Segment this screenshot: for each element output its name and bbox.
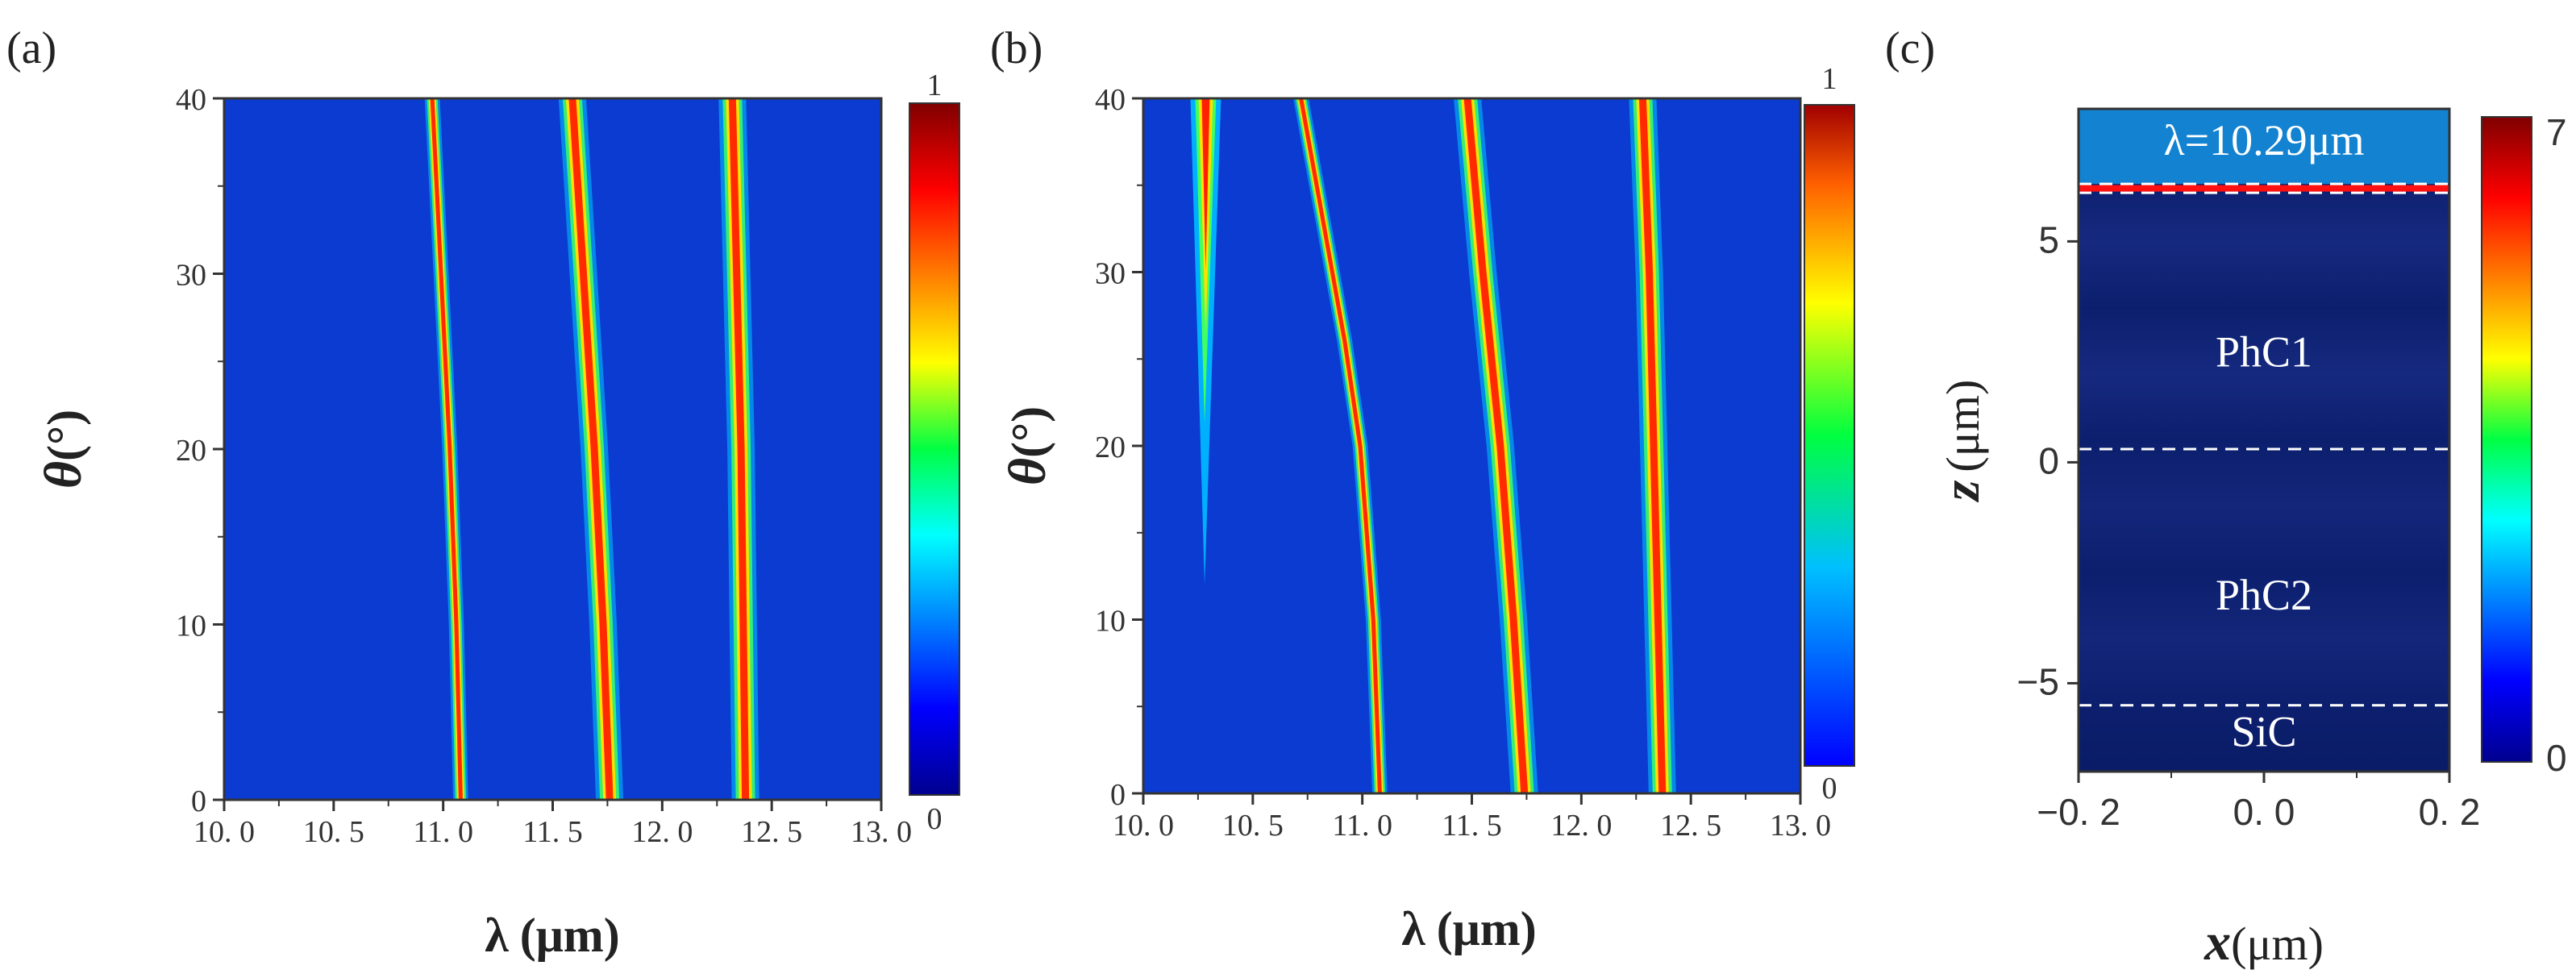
y-tick-label: 40 [176, 83, 206, 117]
panel-a-y-ticks: 0 10 20 30 40 [176, 83, 224, 818]
panel-a-colorbar-min: 0 [927, 802, 943, 836]
resonance-mode-3-layer-3 [1638, 98, 1667, 793]
x-tick-label: 11. 0 [1332, 809, 1392, 843]
panel-b-label: (b) [990, 23, 1042, 73]
panel-b-y-title-symbol: θ [998, 458, 1057, 485]
panel-a-colorbar [909, 102, 960, 796]
y-tick-label: 10 [176, 610, 206, 643]
x-tick-label: 0. 0 [2233, 791, 2295, 833]
panel-b-curves [1190, 98, 1676, 793]
panel-b-colorbar-min: 0 [1822, 772, 1837, 805]
panel-c-wavelength-label: λ=10.29μm [2163, 116, 2364, 164]
panel-c-region-labels: PhC1 PhC2 SiC [2216, 327, 2312, 755]
panel-a: (a) 10. 0 10. 5 11. 0 11. 5 12. 0 12. 5 13. 0 … [6, 23, 960, 962]
x-tick-label: 12. 0 [631, 815, 693, 849]
panel-a-colorbar-max: 1 [927, 69, 943, 102]
panel-c-x-title-symbol: x [2204, 913, 2231, 972]
panel-c-field-map [2079, 109, 2449, 772]
y-tick-label: 40 [1095, 83, 1126, 117]
resonance-mode-2-layer-3 [1463, 98, 1529, 793]
resonance-mode-1-layer-3 [430, 98, 463, 800]
panel-c-x-title: x(μm) [2204, 913, 2324, 972]
panel-a-x-title: λ (μm) [485, 909, 619, 962]
region-label-phc1: PhC1 [2216, 327, 2312, 376]
panel-a-x-ticks: 10. 0 10. 5 11. 0 11. 5 12. 0 12. 5 13. 0 [194, 800, 912, 849]
panel-b-x-title-unit: (μm) [1437, 902, 1537, 955]
panel-c-top-layer [2079, 109, 2449, 185]
wedge-core [1201, 98, 1210, 271]
y-tick-label: 0 [2038, 439, 2059, 481]
panel-a-y-title: θ(°) [34, 410, 93, 489]
panel-c-colorbar-max: 7 [2546, 111, 2567, 153]
x-tick-label: 12. 0 [1550, 809, 1612, 843]
x-tick-label: 0. 2 [2419, 791, 2481, 833]
panel-b: (b) 10. 0 10. 5 11. 0 11. 5 12. 0 12. 5 13. 0 … [990, 23, 1855, 955]
region-label-phc2: PhC2 [2216, 571, 2312, 619]
panel-c-y-title-symbol: z [1932, 480, 1991, 502]
y-tick-label: 10 [1095, 605, 1126, 639]
y-tick-label: 20 [176, 434, 206, 468]
panel-a-x-title-unit: (μm) [520, 909, 620, 962]
y-tick-label: 0 [191, 784, 206, 818]
y-tick-label: 5 [2038, 218, 2059, 260]
resonance-mode-1-layer-3 [1299, 98, 1382, 793]
y-tick-label: 20 [1095, 431, 1126, 464]
panel-c-label: (c) [1885, 23, 1935, 73]
x-tick-label: 13. 0 [1770, 809, 1831, 843]
x-tick-label: 12. 5 [1660, 809, 1721, 843]
panel-b-x-ticks: 10. 0 10. 5 11. 0 11. 5 12. 0 12. 5 13. 0 [1113, 793, 1831, 843]
x-tick-label: 11. 5 [522, 815, 583, 849]
resonance-mode-3-layer-3 [728, 98, 750, 800]
panel-c-colorbar-min: 0 [2546, 737, 2567, 779]
panel-c-colorbar [2481, 116, 2532, 763]
panel-b-x-title: λ (μm) [1401, 902, 1536, 955]
panel-b-colorbar [1804, 104, 1855, 767]
panel-c-y-ticks: −5 0 5 [2017, 218, 2079, 702]
y-tick-label: −5 [2017, 660, 2059, 702]
panel-a-curves [424, 98, 759, 800]
x-tick-label: 13. 0 [851, 815, 912, 849]
panel-a-x-title-symbol: λ [485, 909, 509, 962]
panel-c-x-ticks: −0. 2 0. 0 0. 2 [2037, 772, 2480, 833]
x-tick-label: 11. 5 [1442, 809, 1502, 843]
y-tick-label: 0 [1110, 778, 1126, 812]
panel-b-colorbar-max: 1 [1822, 62, 1837, 96]
panel-c-hot-layer [2079, 185, 2449, 192]
region-label-sic: SiC [2231, 708, 2296, 756]
y-tick-label: 30 [1095, 257, 1126, 291]
panel-c-x-title-unit: (μm) [2231, 918, 2324, 970]
panel-a-y-title-symbol: θ [34, 461, 93, 489]
panel-c-y-title: z (μm) [1932, 380, 1991, 503]
x-tick-label: 10. 0 [1113, 809, 1174, 843]
x-tick-label: 10. 0 [194, 815, 255, 849]
x-tick-label: 12. 5 [741, 815, 802, 849]
resonance-mode-2-layer-3 [568, 98, 614, 800]
panel-c-y-title-unit: (μm) [1937, 380, 1989, 472]
x-tick-label: 11. 0 [413, 815, 473, 849]
panel-b-y-title-unit: (°) [1002, 406, 1055, 458]
panel-a-label: (a) [6, 23, 56, 73]
panel-b-y-ticks: 0 10 20 30 40 [1095, 83, 1143, 812]
panel-a-plot-area [224, 98, 881, 800]
y-tick-label: 30 [176, 259, 206, 293]
x-tick-label: −0. 2 [2037, 791, 2120, 833]
x-tick-label: 10. 5 [1222, 809, 1284, 843]
panel-b-y-title: θ(°) [998, 406, 1057, 485]
panel-a-y-title-unit: (°) [38, 410, 91, 461]
panel-b-x-title-symbol: λ [1401, 902, 1425, 955]
x-tick-label: 10. 5 [303, 815, 364, 849]
